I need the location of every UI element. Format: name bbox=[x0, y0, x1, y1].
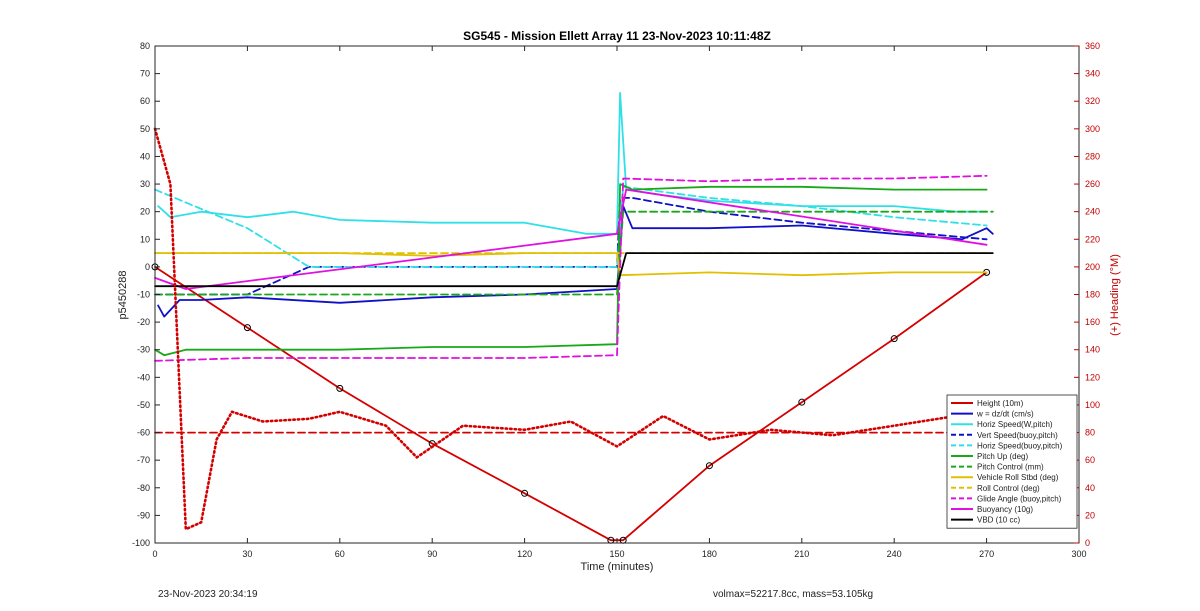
series-line-12 bbox=[153, 127, 988, 531]
y-tick-label-left: -80 bbox=[137, 483, 150, 493]
y-tick-label-left: 70 bbox=[140, 69, 150, 79]
series-line-11 bbox=[154, 252, 994, 288]
y-tick-label-right: 80 bbox=[1085, 428, 1095, 438]
y-tick-label-right: 220 bbox=[1085, 234, 1100, 244]
footer-vehicle-params: volmax=52217.8cc, mass=53.105kg bbox=[713, 589, 874, 600]
height-point bbox=[521, 489, 529, 497]
legend-label: w = dz/dt (cm/s) bbox=[976, 410, 1034, 419]
y-tick-label-right: 360 bbox=[1085, 41, 1100, 51]
y-tick-label-right: 260 bbox=[1085, 179, 1100, 189]
legend-label: Vert Speed(buoy,pitch) bbox=[977, 431, 1058, 440]
series-line-5 bbox=[154, 183, 988, 357]
x-tick-label: 240 bbox=[887, 549, 902, 559]
x-tick-label: 270 bbox=[979, 549, 994, 559]
y-tick-label-right: 340 bbox=[1085, 69, 1100, 79]
axes-layer: 0 30 60 90 120 150 180 210 240 270 300-100-90-80-7… bbox=[132, 41, 1100, 559]
legend-label: VBD (10 cc) bbox=[977, 516, 1020, 525]
legend-label: Buoyancy (10g) bbox=[977, 505, 1033, 514]
y-tick-label-right: 40 bbox=[1085, 483, 1095, 493]
y-tick-label-right: 300 bbox=[1085, 124, 1100, 134]
x-tick-label: 210 bbox=[794, 549, 809, 559]
height-point bbox=[798, 398, 806, 406]
y-tick-label-left: 60 bbox=[140, 96, 150, 106]
footer-timestamp: 23-Nov-2023 20:34:19 bbox=[158, 589, 258, 600]
y-tick-label-left: 10 bbox=[140, 234, 150, 244]
height-point bbox=[705, 462, 713, 470]
legend-label: Glide Angle (buoy,pitch) bbox=[977, 494, 1062, 503]
x-tick-label: 0 bbox=[152, 549, 157, 559]
y-tick-label-right: 320 bbox=[1085, 96, 1100, 106]
y-axis-label-left: p5450288 bbox=[117, 271, 129, 320]
y-tick-label-left: 80 bbox=[140, 41, 150, 51]
y-tick-label-left: 0 bbox=[145, 262, 150, 272]
y-axis-label-right: (+) Heading (°M) bbox=[1109, 254, 1121, 336]
height-point bbox=[890, 335, 898, 343]
series-line-0 bbox=[154, 265, 988, 542]
legend-label: Height (10m) bbox=[977, 399, 1024, 408]
x-tick-label: 30 bbox=[242, 549, 252, 559]
series-line-9 bbox=[154, 174, 988, 362]
y-tick-label-right: 120 bbox=[1085, 372, 1100, 382]
y-tick-label-left: 30 bbox=[140, 179, 150, 189]
series-line-6 bbox=[154, 210, 994, 296]
legend-label: Pitch Up (deg) bbox=[977, 452, 1028, 461]
y-tick-label-right: 60 bbox=[1085, 455, 1095, 465]
height-point bbox=[243, 324, 251, 332]
legend: Height (10m)w = dz/dt (cm/s)Horiz Speed(… bbox=[946, 394, 1078, 529]
x-tick-label: 90 bbox=[427, 549, 437, 559]
y-tick-label-left: -100 bbox=[132, 538, 150, 548]
y-tick-label-left: -20 bbox=[137, 317, 150, 327]
y-tick-label-left: 20 bbox=[140, 207, 150, 217]
x-tick-label: 300 bbox=[1071, 549, 1086, 559]
y-tick-label-right: 280 bbox=[1085, 151, 1100, 161]
y-tick-label-left: -60 bbox=[137, 428, 150, 438]
x-tick-label: 120 bbox=[517, 549, 532, 559]
legend-label: Pitch Control (mm) bbox=[977, 463, 1044, 472]
series-line-2 bbox=[157, 92, 988, 235]
y-tick-label-right: 100 bbox=[1085, 400, 1100, 410]
legend-label: Roll Control (deg) bbox=[977, 484, 1040, 493]
y-tick-label-left: -70 bbox=[137, 455, 150, 465]
legend-label: Horiz Speed(W,pitch) bbox=[977, 420, 1053, 429]
series-layer bbox=[151, 92, 994, 544]
y-tick-label-left: 40 bbox=[140, 151, 150, 161]
legend-box bbox=[946, 394, 1078, 529]
legend-label: Horiz Speed(buoy,pitch) bbox=[977, 441, 1063, 450]
y-tick-label-left: 50 bbox=[140, 124, 150, 134]
height-point bbox=[336, 384, 344, 392]
x-tick-label: 150 bbox=[609, 549, 624, 559]
y-tick-label-left: -30 bbox=[137, 345, 150, 355]
y-tick-label-right: 20 bbox=[1085, 510, 1095, 520]
x-tick-label: 180 bbox=[702, 549, 717, 559]
y-tick-label-left: -40 bbox=[137, 372, 150, 382]
y-tick-label-right: 180 bbox=[1085, 290, 1100, 300]
y-tick-label-left: -90 bbox=[137, 510, 150, 520]
x-tick-label: 60 bbox=[335, 549, 345, 559]
y-tick-label-left: -10 bbox=[137, 290, 150, 300]
x-axis-label: Time (minutes) bbox=[581, 561, 654, 573]
y-tick-label-right: 160 bbox=[1085, 317, 1100, 327]
y-tick-label-right: 200 bbox=[1085, 262, 1100, 272]
chart-title: SG545 - Mission Ellett Array 11 23-Nov-2… bbox=[463, 29, 771, 43]
y-tick-label-right: 0 bbox=[1085, 538, 1090, 548]
y-tick-label-right: 240 bbox=[1085, 207, 1100, 217]
y-tick-label-right: 140 bbox=[1085, 345, 1100, 355]
y-tick-label-left: -50 bbox=[137, 400, 150, 410]
legend-label: Vehicle Roll Stbd (deg) bbox=[977, 473, 1059, 482]
